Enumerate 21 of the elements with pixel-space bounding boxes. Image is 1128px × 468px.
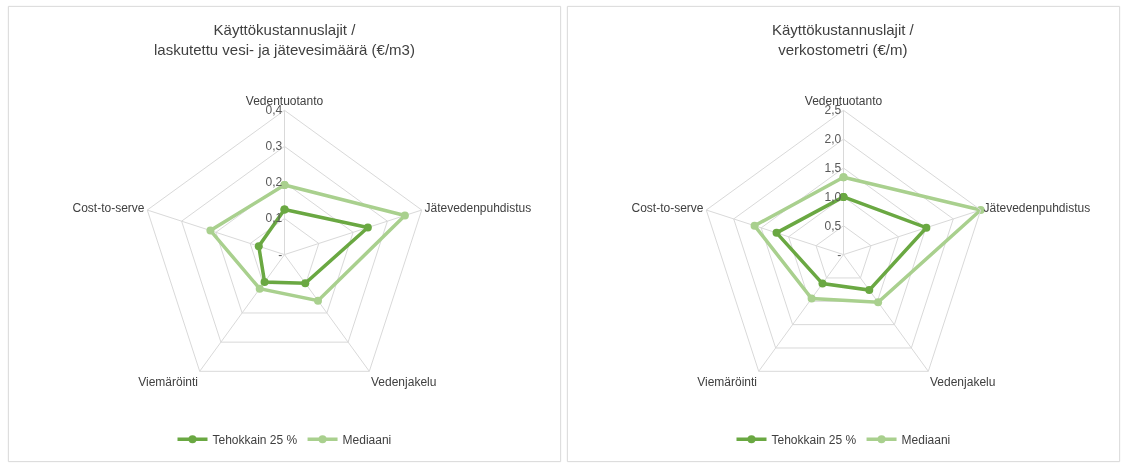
- y-tick-label: -: [837, 247, 842, 262]
- spoke-label: Cost-to-serve: [72, 201, 145, 216]
- chart-title: Käyttökustannuslajit / laskutettu vesi- ja jätevesimäärä (€/m3): [154, 21, 415, 58]
- legend-label: Tehokkain 25 %: [212, 433, 298, 448]
- y-tick-label: 0,3: [265, 139, 283, 154]
- spoke-label: Jätevedenpuhdistus: [983, 201, 1091, 216]
- spoke-label: Jätevedenpuhdistus: [424, 201, 532, 216]
- y-tick-label: 0,2: [265, 175, 283, 190]
- legend-label: Mediaani: [342, 433, 392, 448]
- spoke-label: Vedenjakelu: [930, 374, 996, 389]
- y-tick-label: 2,0: [824, 132, 842, 147]
- spoke-label: Vedenjakelu: [371, 374, 437, 389]
- chart-title: Käyttökustannuslajit / verkostometri (€/m): [772, 21, 915, 58]
- y-tick-label: -: [278, 247, 283, 262]
- spoke-label: Viemäröinti: [697, 374, 757, 389]
- spoke-label: Viemäröinti: [138, 374, 198, 389]
- legend-label: Mediaani: [901, 433, 951, 448]
- spoke-label: Cost-to-serve: [631, 201, 704, 216]
- legend-label: Tehokkain 25 %: [771, 433, 857, 448]
- y-tick-label: 0,5: [824, 218, 842, 233]
- y-tick-label: 1,5: [824, 160, 842, 175]
